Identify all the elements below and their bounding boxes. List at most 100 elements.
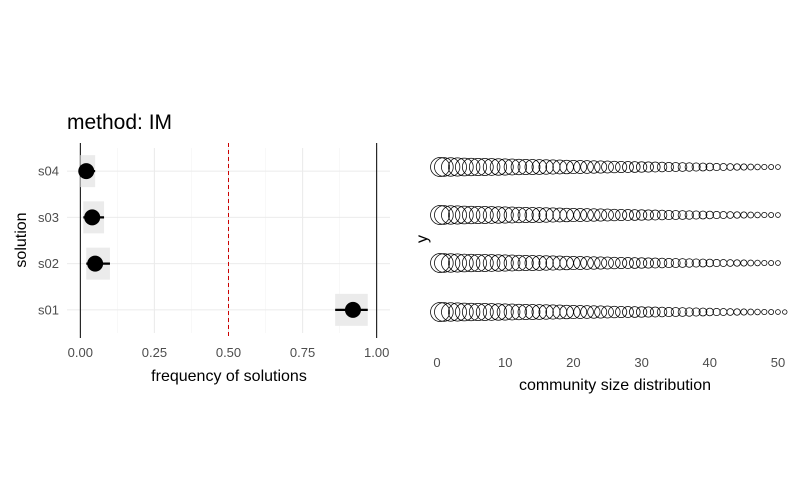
community-circle [580, 305, 594, 319]
community-circle [594, 305, 608, 319]
x-axis-title: frequency of solutions [151, 368, 307, 385]
community-circle [747, 211, 755, 219]
community-circle [615, 160, 628, 174]
community-circle [531, 304, 548, 320]
community-circle [430, 253, 450, 273]
community-circle [670, 307, 681, 317]
y-tick-label: s04 [38, 164, 59, 179]
community-circle [733, 259, 741, 267]
community-circle [635, 209, 648, 221]
x-tick-labels: 0 10 20 30 40 50 [433, 355, 785, 370]
community-circle [517, 206, 534, 224]
community-circle [684, 307, 694, 317]
community-circle [670, 162, 681, 172]
community-circle [726, 308, 734, 316]
community-circle [705, 258, 714, 268]
community-circle [517, 158, 534, 176]
community-circle [573, 160, 588, 174]
community-circle [475, 254, 494, 272]
community-circle [489, 303, 508, 321]
community-circle [761, 163, 768, 171]
community-circle [580, 160, 594, 174]
community-circle [733, 211, 741, 219]
community-circle [434, 253, 454, 273]
community-circle [441, 302, 461, 322]
community-circle [517, 303, 534, 321]
community-circle [740, 259, 748, 267]
community-circle [510, 303, 528, 321]
community-circle [635, 306, 648, 318]
community-circle [601, 208, 614, 222]
y-tick-label: s01 [38, 302, 59, 317]
community-circle [524, 304, 541, 320]
community-circle [768, 309, 775, 315]
community-circle [698, 307, 708, 317]
community-circle [663, 257, 674, 269]
point-s02 [87, 255, 104, 272]
community-circle [524, 255, 541, 271]
community-circle [754, 308, 761, 316]
community-circle [642, 161, 654, 173]
community-circle [691, 162, 701, 172]
community-circle [448, 253, 467, 273]
community-circle [719, 259, 728, 267]
point-s04 [78, 163, 95, 180]
community-circle [705, 162, 714, 172]
community-circle [441, 157, 461, 177]
community-circle [594, 208, 608, 222]
community-circle [705, 307, 714, 317]
community-circle [622, 257, 634, 269]
community-circle [705, 210, 714, 220]
community-circle [461, 302, 481, 322]
community-circle [775, 212, 781, 218]
community-circle [761, 259, 768, 267]
community-circle [580, 208, 594, 222]
community-circle [587, 208, 601, 222]
community-circle [573, 305, 588, 319]
community-circle [649, 209, 661, 221]
community-circle [649, 161, 661, 173]
community-circle [656, 209, 668, 221]
community-circle [726, 163, 734, 171]
community-circle [726, 259, 734, 267]
circle-row-4 [430, 157, 781, 177]
community-circle [670, 210, 681, 220]
community-circle [747, 259, 755, 267]
y-tick-label: s03 [38, 210, 59, 225]
community-circle [649, 257, 661, 269]
community-circle [684, 162, 694, 172]
x-tick-label: 0.00 [68, 345, 93, 360]
community-circle [622, 306, 634, 318]
community-circle [587, 305, 601, 319]
x-tick-label: 0 [433, 355, 440, 370]
community-circle [761, 211, 768, 219]
community-circle [663, 306, 674, 318]
community-circle [733, 163, 741, 171]
community-circle [538, 207, 554, 223]
community-circle [691, 258, 701, 268]
community-circle [677, 307, 688, 317]
community-circle [566, 207, 581, 223]
community-circle [503, 254, 521, 272]
community-circle [754, 211, 761, 219]
community-circle [461, 253, 481, 273]
y-tick-label: s02 [38, 256, 59, 271]
community-circle [524, 207, 541, 223]
community-circle [510, 206, 528, 224]
community-circle [656, 306, 668, 318]
x-axis-title: community size distribution [519, 377, 711, 394]
community-circle [677, 162, 688, 172]
community-circle [489, 158, 508, 176]
community-circle [642, 257, 654, 269]
community-circle [629, 209, 641, 221]
community-circle [468, 157, 487, 177]
community-circle [608, 256, 621, 270]
community-circle [566, 159, 581, 175]
panel-title: method: IM [67, 111, 172, 134]
community-circle [430, 302, 450, 322]
community-circle [615, 256, 628, 270]
community-circle [747, 308, 755, 316]
community-circle [455, 302, 474, 322]
community-circle [434, 302, 454, 322]
community-circle [712, 210, 721, 220]
